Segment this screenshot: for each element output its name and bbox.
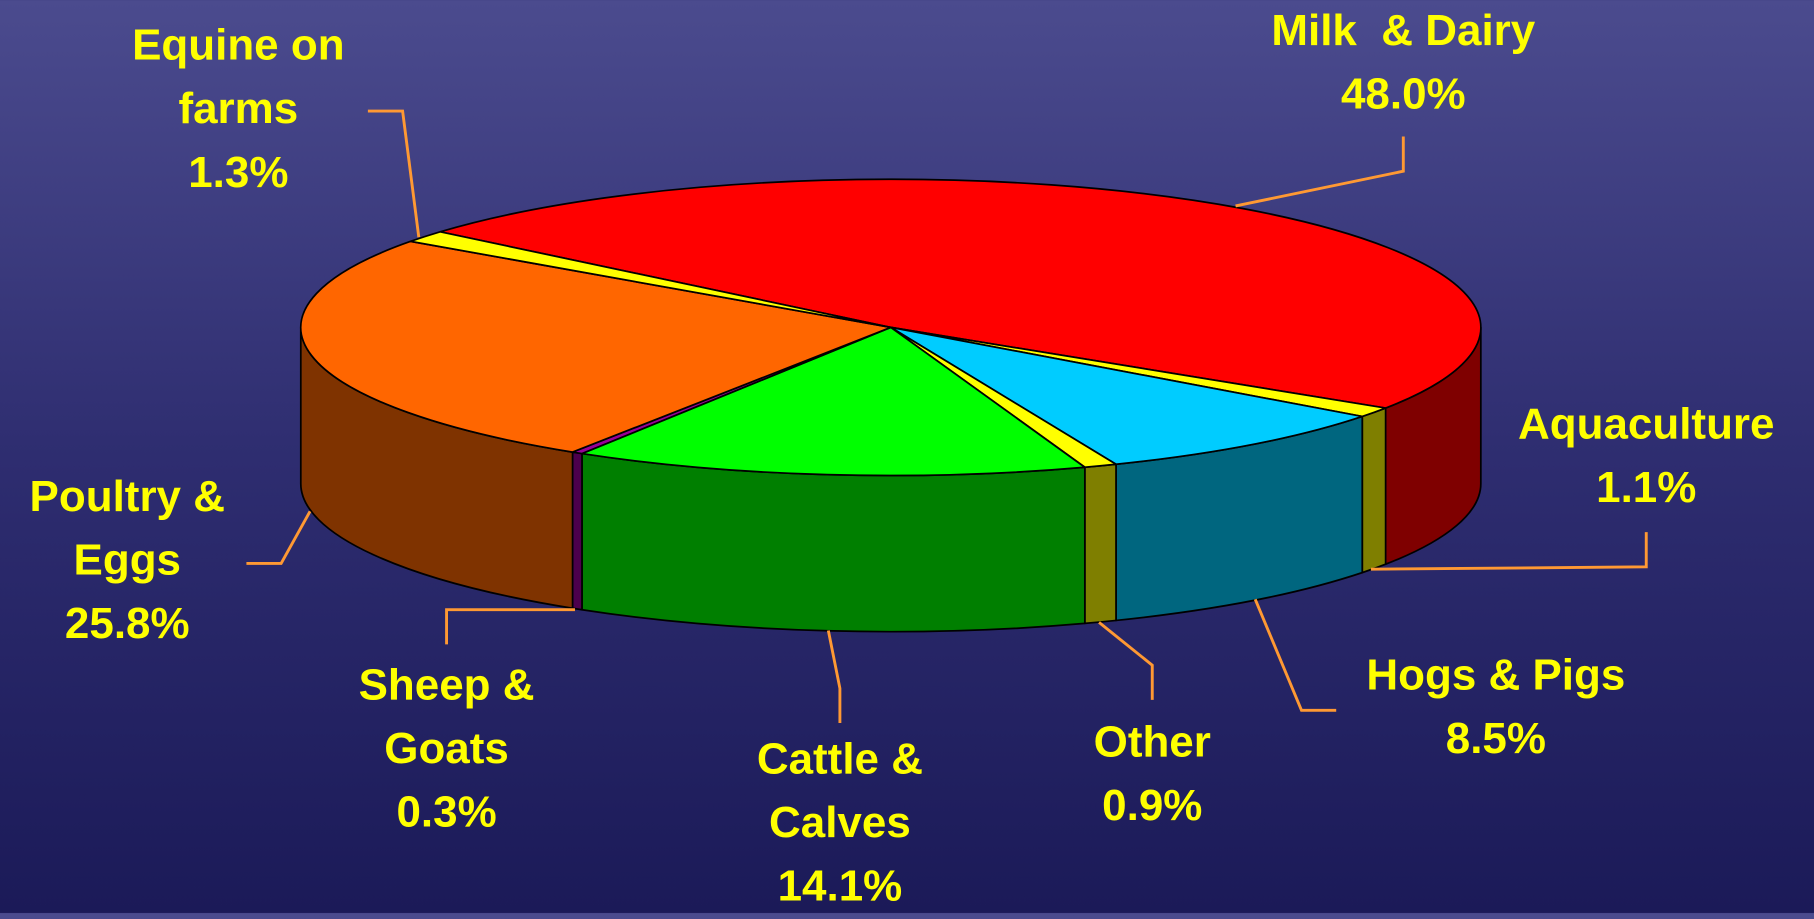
slice-side	[1361, 407, 1387, 574]
category-label: Other	[1093, 718, 1211, 768]
slice-label: Other 0.9%	[1065, 711, 1239, 838]
value-label: 48.0%	[1340, 70, 1466, 120]
value-label: 1.1%	[1596, 463, 1697, 513]
slice-label: Aquaculture 1.1%	[1473, 393, 1814, 520]
value-label: 25.8%	[64, 599, 190, 649]
category-label: Milk & Dairy	[1271, 6, 1536, 56]
slice-label: Hogs & Pigs 8.5%	[1322, 644, 1669, 771]
leader-line	[367, 109, 421, 238]
value-label: 0.9%	[1102, 782, 1203, 831]
value-label: 14.1%	[777, 862, 903, 912]
category-label: Aquaculture	[1518, 400, 1775, 449]
leader-line	[826, 630, 842, 724]
category-label: Cattle & Calves	[756, 735, 936, 848]
value-label: 1.3%	[188, 148, 289, 198]
leader-line	[1253, 598, 1337, 712]
slice	[581, 326, 1086, 477]
value-label: 8.5%	[1445, 714, 1546, 764]
value-label: 0.3%	[396, 788, 497, 838]
slice-side	[581, 452, 1086, 633]
slice-label: Equine on farms 1.3%	[99, 14, 377, 205]
leader-line	[1098, 621, 1154, 700]
leader-line	[246, 510, 312, 565]
slice-label: Poultry & Eggs 25.8%	[3, 466, 252, 657]
slice	[409, 230, 892, 329]
leader-line	[1235, 136, 1405, 208]
slice	[299, 240, 892, 453]
category-label: Hogs & Pigs	[1366, 651, 1626, 700]
slice	[889, 326, 1364, 466]
slice-label: Cattle & Calves 14.1%	[724, 728, 955, 919]
slice	[439, 178, 1482, 409]
slice-label: Sheep & Goats 0.3%	[325, 654, 568, 845]
slice-label: Milk & Dairy 48.0%	[1207, 0, 1600, 127]
slice-side	[571, 451, 583, 611]
leader-line	[445, 608, 575, 645]
category-label: Sheep & Goats	[358, 661, 547, 774]
category-label: Equine on farms	[132, 21, 357, 134]
category-label: Poultry & Eggs	[29, 472, 238, 585]
slice-side	[1083, 463, 1117, 625]
leader-line	[1370, 532, 1648, 571]
